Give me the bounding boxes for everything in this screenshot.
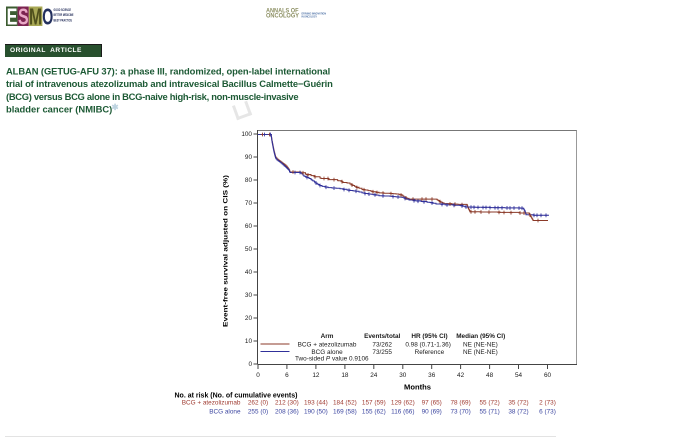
svg-text:54: 54	[515, 372, 523, 379]
svg-text:48: 48	[486, 372, 494, 379]
svg-text:Events/total: Events/total	[364, 333, 400, 340]
svg-text:262 (0): 262 (0)	[248, 400, 268, 407]
svg-text:Two-sided P value 0.9106: Two-sided P value 0.9106	[295, 356, 369, 363]
svg-text:55 (71): 55 (71)	[479, 408, 499, 415]
svg-text:6 (73): 6 (73)	[539, 408, 556, 415]
svg-text:BETTER MEDICINE: BETTER MEDICINE	[54, 13, 74, 17]
svg-text:78 (69): 78 (69)	[450, 400, 470, 407]
svg-text:No. at risk (No. of cumulative: No. at risk (No. of cumulative events)	[175, 392, 298, 399]
svg-text:97 (65): 97 (65)	[422, 400, 442, 407]
svg-text:90 (69): 90 (69)	[422, 408, 442, 415]
svg-text:184 (52): 184 (52)	[333, 400, 357, 407]
svg-text:2 (73): 2 (73)	[539, 400, 556, 407]
svg-text:169 (58): 169 (58)	[333, 408, 357, 415]
svg-text:DRIVING INNOVATION: DRIVING INNOVATION	[302, 11, 327, 15]
svg-text:Arm: Arm	[321, 333, 334, 340]
svg-text:90: 90	[245, 154, 253, 161]
svg-text:Median (95% CI): Median (95% CI)	[456, 333, 505, 340]
svg-text:bladder cancer (NMIBC): bladder cancer (NMIBC)	[6, 104, 112, 115]
svg-text:60: 60	[544, 372, 552, 379]
svg-text:60: 60	[245, 223, 253, 230]
svg-text:IN ONCOLOGY: IN ONCOLOGY	[302, 14, 318, 18]
svg-text:155 (62): 155 (62)	[362, 408, 386, 415]
svg-text:0: 0	[248, 361, 252, 368]
svg-text:73/255: 73/255	[372, 349, 392, 356]
svg-text:129 (62): 129 (62)	[391, 400, 415, 407]
svg-text:116 (66): 116 (66)	[391, 408, 414, 415]
svg-text:100: 100	[241, 131, 252, 138]
svg-text:40: 40	[245, 269, 253, 276]
svg-text:✱: ✱	[112, 102, 120, 112]
svg-text:55 (72): 55 (72)	[479, 400, 499, 407]
svg-text:36: 36	[428, 372, 436, 379]
svg-text:157 (59): 157 (59)	[362, 400, 386, 407]
svg-text:18: 18	[341, 372, 349, 379]
svg-text:193 (44): 193 (44)	[304, 400, 328, 407]
svg-text:0: 0	[256, 372, 260, 379]
svg-text:Reference: Reference	[415, 349, 445, 356]
svg-text:42: 42	[457, 372, 465, 379]
svg-text:0.98 (0.71-1.36): 0.98 (0.71-1.36)	[405, 341, 450, 348]
svg-text:ANNALS OF: ANNALS OF	[266, 8, 299, 15]
svg-text:BCG alone: BCG alone	[209, 408, 241, 415]
svg-text:ALBAN (GETUG-AFU 37): a phase: ALBAN (GETUG-AFU 37): a phase III, rando…	[6, 66, 330, 77]
svg-text:190 (50): 190 (50)	[304, 408, 328, 415]
svg-text:20: 20	[245, 315, 253, 322]
svg-text:73/262: 73/262	[372, 341, 392, 348]
svg-text:24: 24	[370, 372, 378, 379]
svg-text:E: E	[7, 3, 18, 29]
svg-text:38 (72): 38 (72)	[508, 408, 528, 415]
svg-text:BCG + atezolizumab: BCG + atezolizumab	[298, 341, 357, 348]
svg-text:BEST PRACTICE: BEST PRACTICE	[54, 18, 73, 22]
svg-text:10: 10	[245, 338, 253, 345]
svg-text:6: 6	[285, 372, 289, 379]
svg-text:Months: Months	[404, 383, 431, 392]
svg-text:NE (NE-NE): NE (NE-NE)	[463, 349, 498, 356]
svg-text:73 (70): 73 (70)	[450, 408, 470, 415]
svg-text:70: 70	[245, 200, 253, 207]
svg-text:30: 30	[245, 292, 253, 299]
svg-text:trial of intravenous atezolizu: trial of intravenous atezolizumab and in…	[6, 78, 333, 89]
svg-text:35 (72): 35 (72)	[508, 400, 528, 407]
svg-text:50: 50	[245, 246, 253, 253]
svg-text:GOOD SCIENCE: GOOD SCIENCE	[54, 8, 72, 12]
svg-text:O: O	[42, 3, 53, 29]
svg-text:Event-free survival adjusted o: Event-free survival adjusted on CIS (%)	[223, 175, 230, 327]
svg-text:S: S	[18, 3, 29, 29]
svg-text:(BCG) versus BCG alone in BCG-: (BCG) versus BCG alone in BCG-naive high…	[6, 91, 298, 102]
svg-text:BCG alone: BCG alone	[311, 349, 343, 356]
svg-text:12: 12	[312, 372, 320, 379]
svg-text:212 (30): 212 (30)	[275, 400, 299, 407]
svg-text:30: 30	[399, 372, 407, 379]
svg-text:HR (95% CI): HR (95% CI)	[411, 333, 447, 340]
svg-text:255 (0): 255 (0)	[248, 408, 268, 415]
svg-text:M: M	[29, 3, 42, 29]
svg-text:208 (36): 208 (36)	[275, 408, 299, 415]
svg-text:NE (NE-NE): NE (NE-NE)	[463, 341, 498, 348]
svg-text:80: 80	[245, 177, 253, 184]
svg-text:ONCOLOGY: ONCOLOGY	[266, 12, 300, 19]
svg-text:BCG + atezolizumab: BCG + atezolizumab	[182, 400, 241, 407]
